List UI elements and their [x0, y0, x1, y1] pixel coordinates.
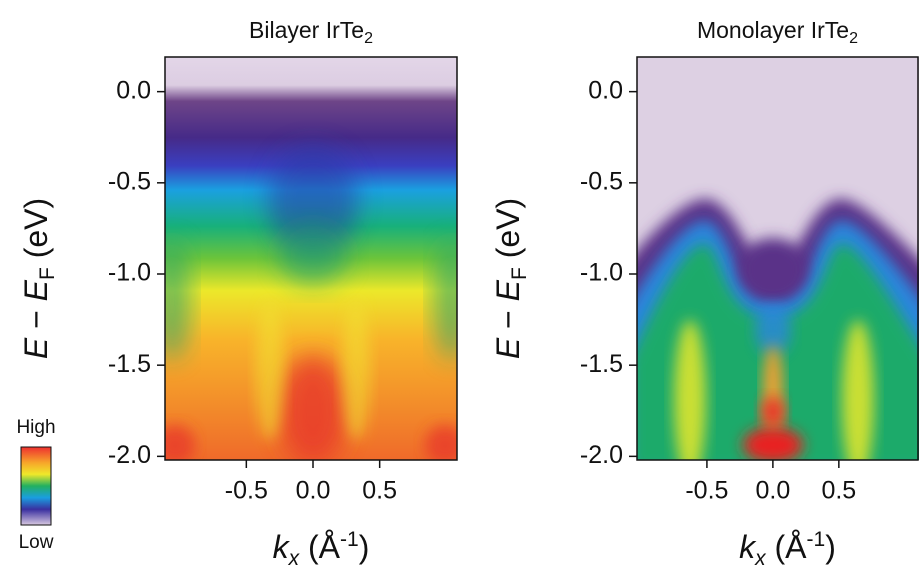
label-part: E: [490, 337, 526, 359]
y-tick-label: -1.0: [580, 259, 623, 287]
label-part: (Å: [766, 529, 808, 565]
plot-frame: [164, 56, 458, 461]
label-part: 2: [849, 30, 858, 47]
y-axis-label: E − EF (eV): [18, 198, 59, 359]
label-part: ): [825, 529, 836, 565]
y-tick-label: -0.5: [580, 167, 623, 195]
colorbar-low: Low: [19, 532, 54, 553]
y-tick-label: -1.0: [108, 259, 151, 287]
label-part: x: [754, 547, 767, 567]
y-tick-label: -1.5: [108, 350, 151, 378]
chart-title: Monolayer IrTe2: [697, 17, 858, 47]
x-axis-label: kx (Å-1): [739, 528, 836, 567]
label-part: 2: [364, 30, 373, 47]
label-part: k: [273, 529, 291, 565]
intensity-map: [637, 57, 919, 460]
colorbar: [20, 446, 52, 526]
label-part: k: [739, 529, 757, 565]
x-tick-label: -0.5: [225, 477, 268, 505]
x-axis-label: kx (Å-1): [273, 528, 370, 567]
y-tick-label: -1.5: [580, 350, 623, 378]
y-tick-label: -2.0: [108, 441, 151, 469]
chart-title: Bilayer IrTe2: [249, 17, 373, 47]
label-part: (eV): [18, 198, 54, 267]
x-tick-label: -0.5: [685, 477, 728, 505]
label-part: (Å: [299, 529, 341, 565]
label-part: Bilayer IrTe: [249, 17, 364, 43]
y-tick-label: 0.0: [116, 76, 151, 104]
x-tick-label: 0.0: [755, 477, 790, 505]
label-part: x: [288, 547, 301, 567]
intensity-map: [165, 57, 457, 460]
label-part: ): [359, 529, 370, 565]
plot-frame: [636, 56, 919, 461]
x-tick-label: 0.5: [821, 477, 856, 505]
label-part: E: [490, 279, 526, 301]
colorbar-high: High: [16, 417, 55, 438]
label-part: -1: [807, 528, 826, 551]
x-tick-label: 0.5: [362, 477, 397, 505]
label-part: E: [18, 279, 54, 301]
label-part: −: [18, 301, 54, 337]
label-part: E: [18, 337, 54, 359]
y-tick-label: -0.5: [108, 167, 151, 195]
y-tick-label: 0.0: [588, 76, 623, 104]
label-part: F: [36, 267, 59, 280]
label-part: -1: [340, 528, 359, 551]
label-part: F: [508, 267, 531, 280]
label-part: (eV): [490, 198, 526, 267]
x-tick-label: 0.0: [296, 477, 331, 505]
y-tick-label: -2.0: [580, 441, 623, 469]
y-axis-label: E − EF (eV): [490, 198, 531, 359]
label-part: −: [490, 301, 526, 337]
label-part: Monolayer IrTe: [697, 17, 849, 43]
